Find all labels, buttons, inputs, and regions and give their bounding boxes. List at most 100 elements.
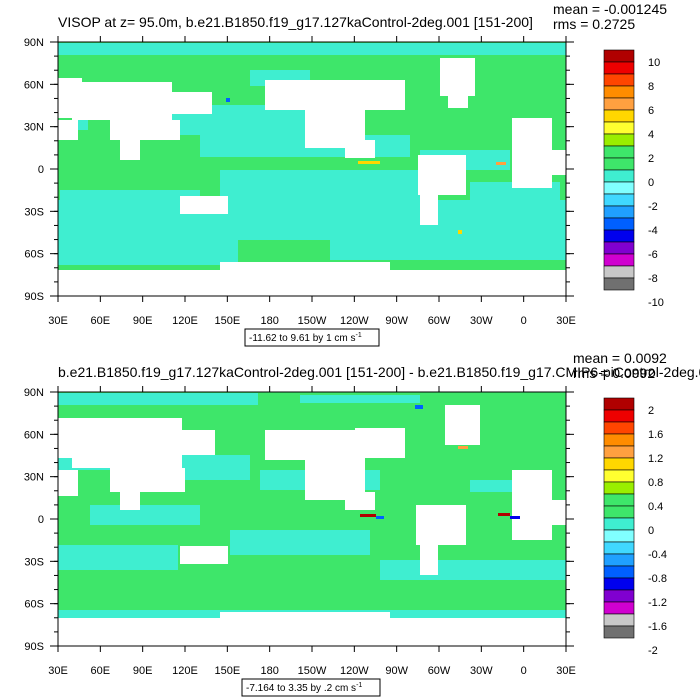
land-masses xyxy=(58,405,566,646)
colorbar-swatch xyxy=(603,421,635,435)
x-tick-label: 180 xyxy=(260,315,278,327)
y-tick-label: 30N xyxy=(24,122,44,134)
colorbar-swatch xyxy=(603,505,635,519)
colorbar-swatch xyxy=(603,409,635,423)
colorbar-swatch xyxy=(603,277,635,291)
colorbar-swatch xyxy=(603,433,635,447)
colorbar-label: -2 xyxy=(648,201,658,213)
colorbar-swatch xyxy=(603,169,635,183)
colorbar-label: 8 xyxy=(648,81,654,93)
colorbar-swatch xyxy=(603,517,635,531)
colorbar-swatch xyxy=(603,625,635,639)
x-tick-label: 120E xyxy=(172,665,198,677)
colorbar-label: -10 xyxy=(648,297,664,309)
x-tick-label: 60W xyxy=(428,665,451,677)
map-plot xyxy=(57,41,567,297)
colorbar-label: -0.4 xyxy=(648,549,667,561)
colorbar-swatch xyxy=(603,181,635,195)
anomaly-equatorial xyxy=(358,161,380,164)
colorbar-label: 1.6 xyxy=(648,429,663,441)
colorbar: 10 8 6 4 2 0 -2 -4 -6 -8 -10 xyxy=(603,49,664,309)
colorbar-swatch xyxy=(603,49,635,63)
colorbar-swatch xyxy=(603,397,635,411)
x-tick-label: 0 xyxy=(521,665,527,677)
colorbar-label: -1.2 xyxy=(648,597,667,609)
x-tick-label: 60E xyxy=(91,315,111,327)
colorbar-label: 1.2 xyxy=(648,453,663,465)
colorbar-swatch xyxy=(603,481,635,495)
x-tick-label: 30E xyxy=(48,315,68,327)
y-tick-label: 60S xyxy=(24,599,44,611)
y-axis: 90N 60N 30N 0 30S 60S 90S xyxy=(24,37,574,303)
x-tick-label: 0 xyxy=(521,315,527,327)
colorbar-swatch xyxy=(603,61,635,75)
colorbar-swatch xyxy=(603,193,635,207)
y-tick-label: 60N xyxy=(24,429,44,441)
y-tick-label: 60S xyxy=(24,249,44,261)
x-tick-label: 120W xyxy=(340,665,369,677)
colorbar-swatch xyxy=(603,205,635,219)
x-tick-label: 150E xyxy=(214,665,240,677)
colorbar-swatch xyxy=(603,157,635,171)
x-tick-label: 30W xyxy=(470,315,493,327)
colorbar-swatch xyxy=(603,601,635,615)
panel-title: b.e21.B1850.f19_g17.127kaControl-2deg.00… xyxy=(58,364,700,380)
anomaly-equatorial-pacific xyxy=(360,514,376,517)
colorbar-swatch xyxy=(603,457,635,471)
panel-top: VISOP at z= 95.0m, b.e21.B1850.f19_g17.1… xyxy=(24,1,667,347)
colorbar-label: 0 xyxy=(648,177,654,189)
colorbar-swatch xyxy=(603,565,635,579)
contour-range-label: -7.164 to 3.35 by .2 cm s-1 xyxy=(246,682,362,694)
anomaly-atlantic xyxy=(496,162,506,165)
mean-label: mean = -0.001245 xyxy=(553,1,667,17)
map-plot xyxy=(57,391,567,647)
colorbar-swatch xyxy=(603,445,635,459)
colorbar-label: 6 xyxy=(648,105,654,117)
x-tick-label: 90E xyxy=(133,665,153,677)
y-tick-label: 90S xyxy=(24,641,44,653)
colorbar-swatch xyxy=(603,613,635,627)
colorbar-label: 2 xyxy=(648,405,654,417)
y-tick-label: 90N xyxy=(24,37,44,49)
x-tick-label: 60W xyxy=(428,315,451,327)
y-tick-label: 30S xyxy=(24,206,44,218)
colorbar-label: -4 xyxy=(648,225,658,237)
colorbar-swatch xyxy=(603,121,635,135)
subtitle-box: -7.164 to 3.35 by .2 cm s-1 xyxy=(241,678,381,697)
colorbar-swatch xyxy=(603,541,635,555)
colorbar-swatch xyxy=(603,217,635,231)
y-tick-label: 30N xyxy=(24,472,44,484)
y-tick-label: 60N xyxy=(24,79,44,91)
x-axis: 30E 60E 90E 120E 150E 180 150W 120W 90W 60W 30W 0 30… xyxy=(48,386,576,677)
colorbar-label: 4 xyxy=(648,129,654,141)
anomaly-equatorial-atlantic xyxy=(498,513,510,516)
x-tick-label: 120W xyxy=(340,315,369,327)
colorbar-swatch xyxy=(603,241,635,255)
contour-range-label: -11.62 to 9.61 by 1 cm s-1 xyxy=(249,332,362,344)
colorbar-label: -6 xyxy=(648,249,658,261)
colorbar-swatch xyxy=(603,529,635,543)
x-tick-label: 30W xyxy=(470,665,493,677)
colorbar-swatch xyxy=(603,265,635,279)
y-axis: 90N 60N 30N 0 30S 60S 90S xyxy=(24,387,574,653)
colorbar-swatch xyxy=(603,229,635,243)
anomaly-south-atlantic xyxy=(458,230,462,234)
colorbar-label: 10 xyxy=(648,57,660,69)
land-masses xyxy=(58,58,566,296)
x-tick-label: 150W xyxy=(298,665,327,677)
colorbar-swatch xyxy=(603,553,635,567)
x-tick-label: 150W xyxy=(298,315,327,327)
x-tick-label: 30E xyxy=(48,665,68,677)
colorbar-swatch xyxy=(603,493,635,507)
colorbar-label: -2 xyxy=(648,645,658,657)
rms-label: rms = 0.2725 xyxy=(553,16,635,32)
anomaly-equatorial-atlantic-east xyxy=(510,516,520,519)
colorbar-swatch xyxy=(603,253,635,267)
colorbar-label: -8 xyxy=(648,273,658,285)
mean-label: mean = 0.0092 xyxy=(573,350,667,366)
colorbar-swatch xyxy=(603,145,635,159)
x-tick-label: 30E xyxy=(556,665,576,677)
subtitle-box: -11.62 to 9.61 by 1 cm s-1 xyxy=(244,328,380,347)
colorbar-swatch xyxy=(603,73,635,87)
